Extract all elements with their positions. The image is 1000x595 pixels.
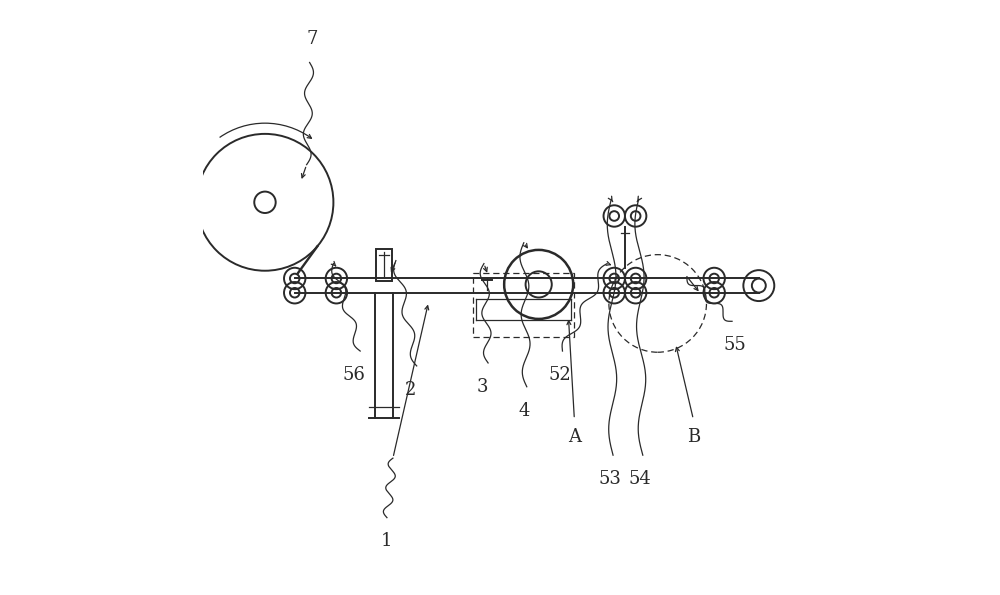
Text: 2: 2 xyxy=(405,381,416,399)
Text: 7: 7 xyxy=(307,30,318,48)
Text: 52: 52 xyxy=(548,366,571,384)
Text: 4: 4 xyxy=(518,402,529,419)
Text: 55: 55 xyxy=(724,336,746,354)
Text: B: B xyxy=(687,428,700,446)
Text: A: A xyxy=(568,428,581,446)
Text: 56: 56 xyxy=(343,366,366,384)
Text: 3: 3 xyxy=(476,378,488,396)
Bar xyxy=(376,249,392,281)
Text: 1: 1 xyxy=(381,533,393,550)
Text: 54: 54 xyxy=(628,470,651,488)
Text: 53: 53 xyxy=(599,470,622,488)
Bar xyxy=(473,273,574,337)
